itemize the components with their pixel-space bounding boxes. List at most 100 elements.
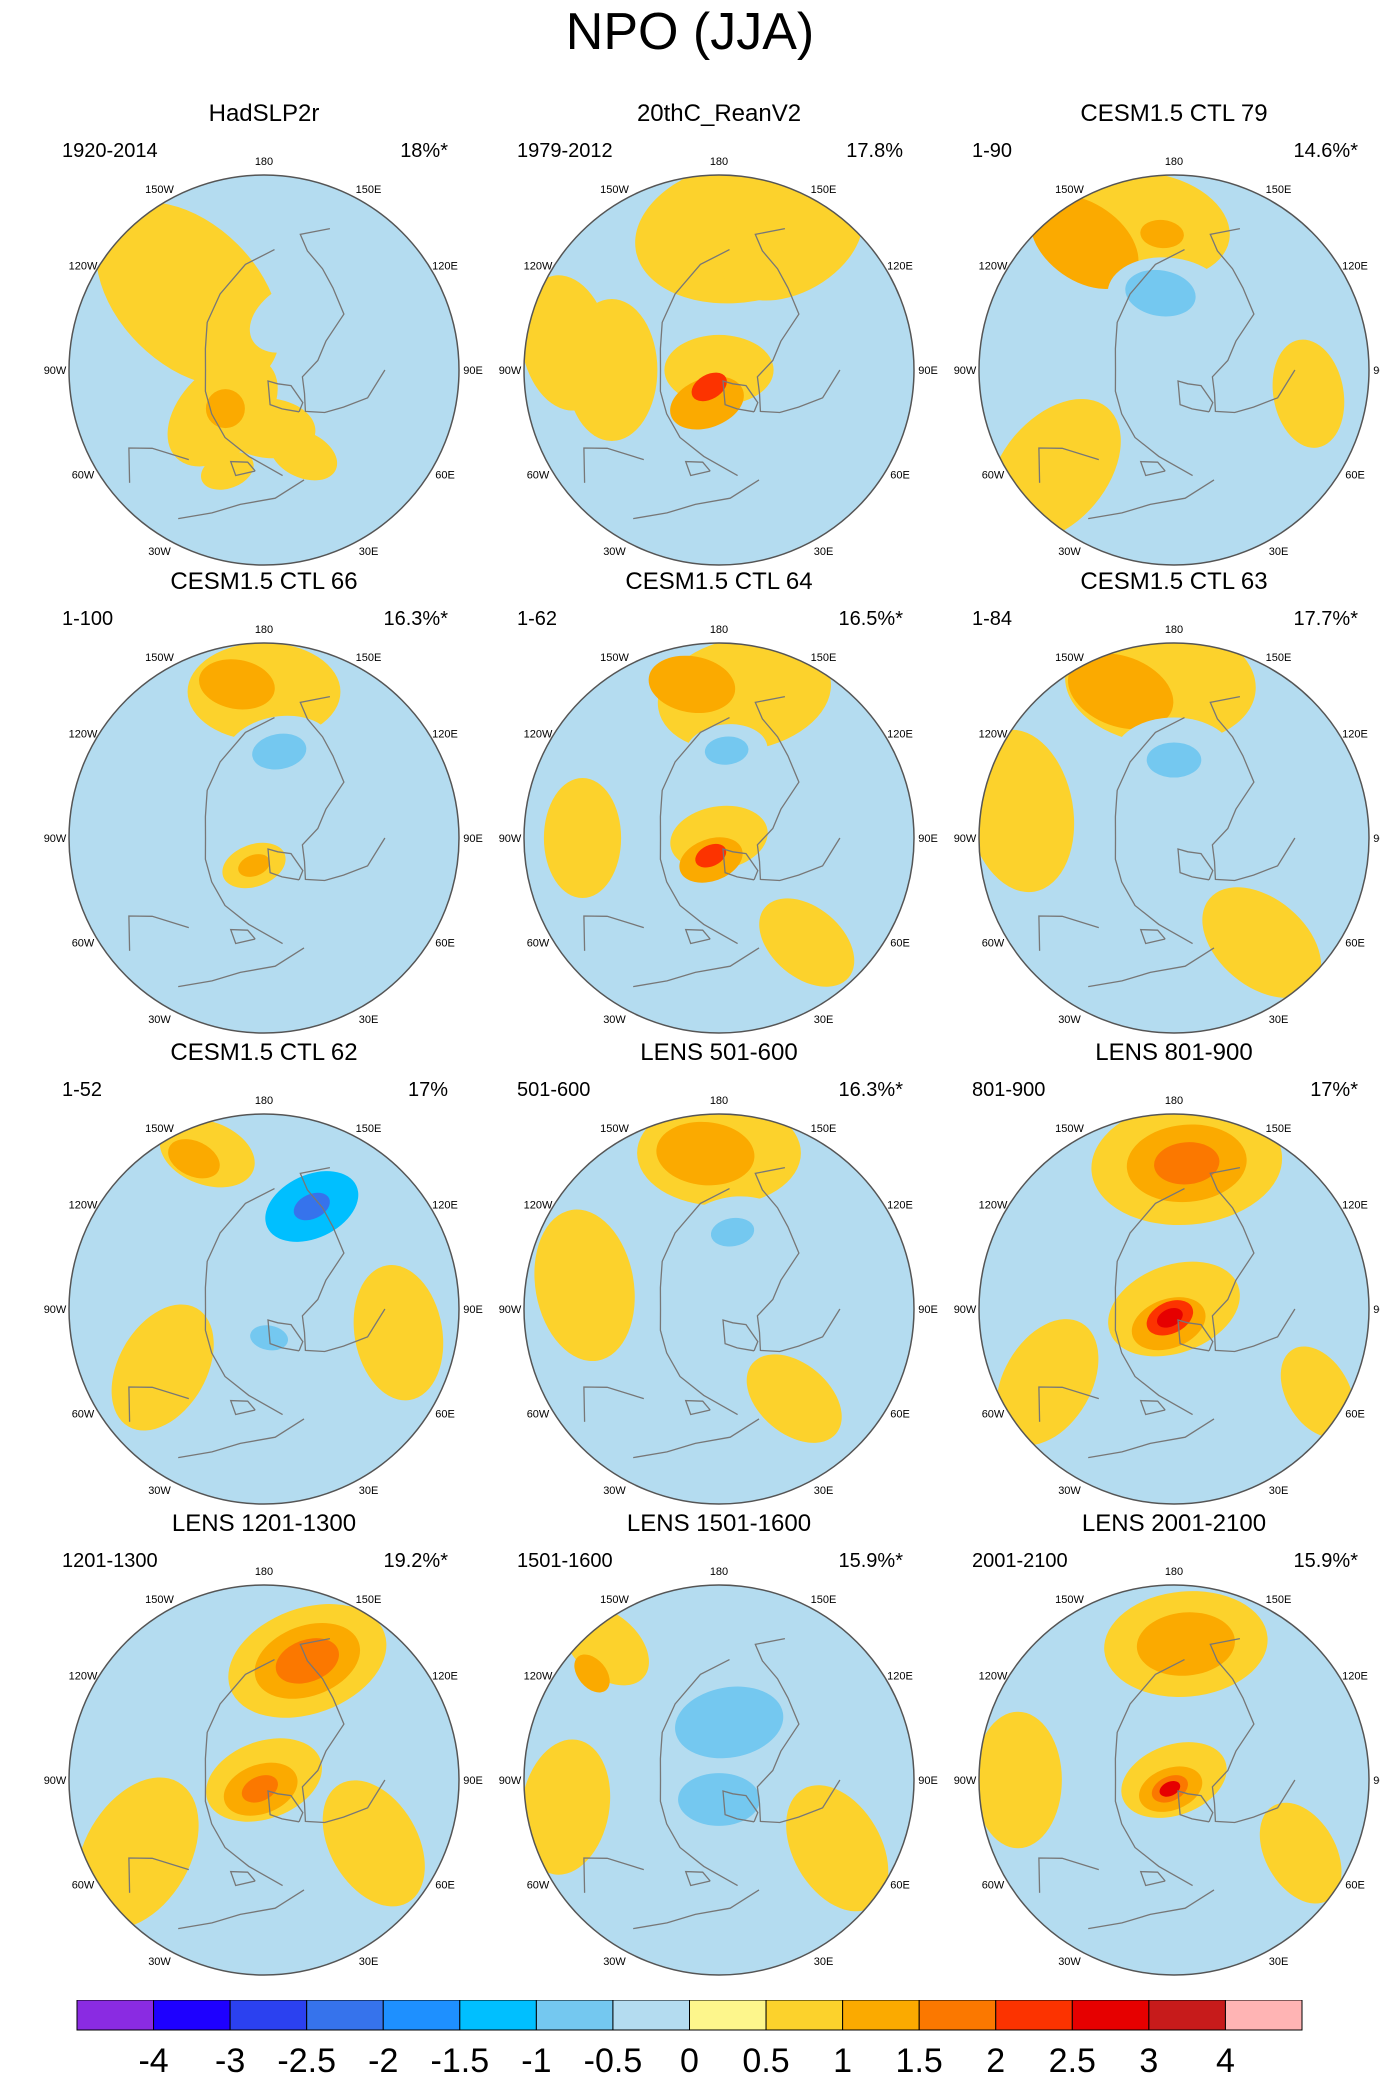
longitude-label: 120E	[887, 1200, 913, 1212]
longitude-label: 60E	[435, 1409, 455, 1421]
longitude-label: 60E	[890, 938, 910, 950]
longitude-label: 60E	[435, 938, 455, 950]
coastline	[684, 1870, 711, 1887]
longitude-label: 90E	[1373, 1304, 1380, 1316]
longitude-label: 60E	[1345, 938, 1365, 950]
longitude-label: 30E	[359, 1014, 379, 1026]
coastline	[267, 848, 304, 881]
longitude-label: 180	[255, 1095, 273, 1107]
anomaly-contour	[721, 186, 863, 301]
panel-title: LENS 2001-2100	[1081, 1510, 1267, 1537]
longitude-label: 120W	[524, 1671, 553, 1683]
coastline	[684, 1399, 711, 1416]
longitude-label: 90E	[463, 1775, 483, 1787]
longitude-label: 120W	[69, 261, 98, 273]
panel-title: CESM1.5 CTL 79	[1080, 100, 1268, 127]
coastline	[1088, 947, 1215, 988]
map-frame	[68, 174, 460, 566]
anomaly-contour	[1259, 1802, 1342, 1904]
longitude-label: 120W	[524, 261, 553, 273]
polar-map: 180150E120E90E60E30E030W60W90W120W150W	[499, 1566, 938, 1976]
map-frame	[523, 1113, 915, 1505]
coastline	[684, 460, 711, 477]
longitude-label: 120E	[432, 1671, 458, 1683]
coastline	[1209, 1166, 1296, 1353]
longitude-label: 150W	[1055, 184, 1084, 196]
coastline	[1209, 1637, 1296, 1824]
colorbar-label: 0.5	[742, 2042, 789, 2080]
panel-percent: 15.9%*	[1293, 1550, 1359, 1572]
colorbar-box	[459, 2000, 537, 2031]
coastline	[1139, 1399, 1166, 1416]
longitude-label: 150E	[811, 652, 837, 664]
anomaly-contour	[656, 1121, 755, 1186]
anomaly-contour	[1030, 195, 1139, 289]
anomaly-contour	[1136, 1612, 1235, 1676]
anomaly-contour	[1156, 1308, 1183, 1328]
longitude-label: 90W	[499, 1304, 522, 1316]
panel-title: LENS 501-600	[640, 1039, 798, 1066]
coastline	[1177, 848, 1214, 881]
panel-period: 1-100	[62, 608, 114, 630]
polar-map: 180150E120E90E60E30E030W60W90W120W150W	[44, 156, 483, 566]
panel-percent: 16.5%*	[838, 608, 904, 630]
longitude-label: 150W	[145, 1123, 174, 1135]
colorbar-label: -1	[521, 2042, 551, 2080]
coastline	[1088, 1418, 1215, 1459]
coastline	[299, 1637, 386, 1824]
anomaly-contour	[996, 1319, 1099, 1446]
anomaly-contour	[252, 733, 307, 770]
panel-title: CESM1.5 CTL 66	[170, 568, 358, 595]
coastline	[204, 249, 283, 477]
panel-percent: 15.9%*	[838, 1550, 904, 1572]
longitude-label: 120E	[887, 729, 913, 741]
longitude-label: 90E	[463, 833, 483, 845]
longitude-label: 30E	[814, 546, 834, 558]
panel-period: 801-900	[972, 1079, 1046, 1101]
coastline	[1038, 447, 1099, 483]
longitude-label: 60W	[72, 938, 95, 950]
map-panel: 20thC_ReanV2 1979-2012 17.8% 180 150E 120E 90E…	[499, 100, 939, 572]
polar-map: 180150E120E90E60E30E030W60W90W120W150W	[954, 1095, 1380, 1505]
longitude-label: 120E	[1342, 261, 1368, 273]
colorbar-box	[382, 2000, 461, 2031]
longitude-label: 30W	[1058, 1014, 1081, 1026]
longitude-label: 120W	[979, 729, 1008, 741]
polar-map: 180150E120E90E60E30E030W60W90W120W150W	[499, 624, 938, 1034]
longitude-label: 60W	[527, 470, 550, 482]
polar-map: 180150E120E90E60E30E030W60W90W120W150W	[499, 156, 938, 566]
longitude-label: 150E	[1266, 652, 1292, 664]
colorbar-box	[1071, 2000, 1150, 2031]
map-frame	[978, 174, 1370, 566]
coastline	[754, 695, 841, 882]
coastline	[1177, 380, 1214, 413]
panel-period: 1920-2014	[62, 140, 158, 162]
anomaly-contour	[524, 275, 611, 411]
colorbar-box	[1224, 2000, 1303, 2031]
longitude-label: 180	[255, 624, 273, 636]
colorbar-box	[842, 2000, 920, 2031]
longitude-label: 180	[1165, 624, 1183, 636]
longitude-label: 150E	[811, 1123, 837, 1135]
anomaly-contour	[1202, 887, 1322, 998]
longitude-label: 30E	[359, 1485, 379, 1497]
anomaly-contour	[746, 1354, 842, 1443]
polar-map: 180150E120E90E60E30E030W60W90W120W150W	[44, 1095, 483, 1505]
longitude-label: 120E	[887, 261, 913, 273]
longitude-label: 120W	[979, 1200, 1008, 1212]
anomaly-contour	[1159, 1780, 1181, 1797]
coastline	[299, 695, 386, 882]
map-panel: CESM1.5 CTL 79 1-90 14.6%* 180 150E 120E 90E 60…	[954, 100, 1380, 572]
longitude-label: 30E	[1269, 1485, 1289, 1497]
panel-title: HadSLP2r	[208, 100, 320, 127]
colorbar-box	[918, 2000, 997, 2031]
coastline	[583, 1857, 644, 1893]
colorbar-label: -2.5	[277, 2042, 336, 2080]
anomaly-contour	[574, 1654, 610, 1693]
colorbar-label: -2	[368, 2042, 398, 2080]
colorbar-label: 1.5	[896, 2042, 943, 2080]
coastline	[659, 249, 738, 477]
polar-map: 180150E120E90E60E30E030W60W90W120W150W	[44, 624, 483, 1034]
colorbar-label: -4	[138, 2042, 168, 2080]
coastline	[1177, 1319, 1214, 1352]
